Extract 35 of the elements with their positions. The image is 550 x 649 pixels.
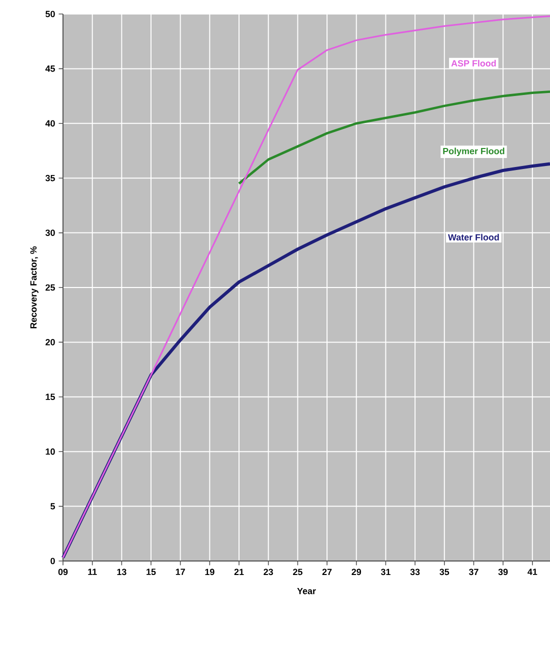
y-tick-label: 35	[45, 174, 55, 182]
y-axis-title: Recovery Factor, %	[30, 246, 38, 328]
y-tick-label: 5	[50, 503, 55, 510]
x-tick-label: 19	[205, 568, 214, 576]
line-series	[238, 90, 550, 185]
line-series	[62, 15, 550, 559]
text: ASP Flood	[451, 60, 496, 67]
x-tick-label: 37	[468, 568, 478, 576]
x-tick-label: 15	[146, 568, 156, 576]
x-tick-label: 41	[528, 568, 538, 575]
y-tick-label: 30	[45, 230, 55, 236]
x-tick-label: 09	[58, 568, 68, 576]
y-tick-label: 20	[46, 339, 55, 346]
y-tick-label: 40	[45, 120, 55, 127]
x-tick-label: 35	[440, 568, 450, 576]
y-tick-label: 45	[45, 66, 55, 72]
x-tick-label: 31	[380, 568, 390, 576]
y-tick-label: 25	[46, 284, 55, 291]
y-tick-label: 50	[46, 10, 55, 18]
text: Polymer Flood	[443, 148, 504, 156]
x-tick-label: 23	[264, 568, 274, 576]
y-tick-label: 0	[50, 558, 55, 564]
x-tick-label: 29	[352, 568, 362, 576]
x-axis-title: Year	[297, 588, 316, 594]
x-tick-label: 27	[322, 568, 332, 576]
x-tick-label: 39	[498, 568, 508, 576]
x-tick-label: 13	[117, 568, 126, 576]
y-tick-label: 15	[46, 394, 55, 400]
y-tick-label: 10	[46, 448, 55, 455]
x-tick-label: 33	[410, 568, 420, 576]
text: Water Flood	[448, 234, 499, 240]
x-tick-label: 21	[234, 568, 244, 576]
x-tick-label: 17	[176, 568, 185, 575]
x-tick-label: 11	[88, 568, 97, 575]
x-tick-label: 25	[293, 568, 302, 576]
